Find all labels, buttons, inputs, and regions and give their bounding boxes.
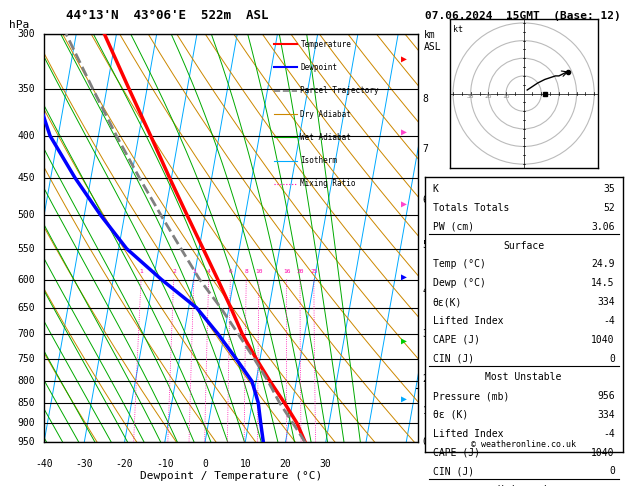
Text: 6: 6 — [228, 269, 232, 274]
Text: 1040: 1040 — [591, 335, 615, 345]
Text: 550: 550 — [17, 243, 35, 254]
Text: 14.5: 14.5 — [591, 278, 615, 288]
Text: 0: 0 — [609, 467, 615, 476]
Text: 4: 4 — [207, 269, 211, 274]
Text: Isotherm: Isotherm — [301, 156, 337, 165]
Text: 07.06.2024  15GMT  (Base: 12): 07.06.2024 15GMT (Base: 12) — [425, 11, 620, 21]
Text: Parcel Trajectory: Parcel Trajectory — [301, 87, 379, 95]
Text: ▶: ▶ — [401, 126, 407, 136]
Text: 8: 8 — [245, 269, 248, 274]
Text: Most Unstable: Most Unstable — [486, 372, 562, 382]
Text: km
ASL: km ASL — [424, 30, 442, 52]
Text: 350: 350 — [17, 84, 35, 94]
Text: 334: 334 — [597, 297, 615, 307]
Text: -4: -4 — [603, 316, 615, 326]
Text: 20: 20 — [280, 459, 291, 469]
Text: -10: -10 — [156, 459, 174, 469]
Text: 20: 20 — [296, 269, 304, 274]
Text: CIN (J): CIN (J) — [433, 467, 474, 476]
Text: 956: 956 — [597, 391, 615, 401]
Text: θε (K): θε (K) — [433, 410, 468, 420]
Text: ▶: ▶ — [401, 394, 407, 403]
Text: 600: 600 — [17, 275, 35, 284]
Text: 500: 500 — [17, 210, 35, 220]
Text: Temp (°C): Temp (°C) — [433, 260, 486, 270]
Text: 1040: 1040 — [591, 448, 615, 458]
Text: LCL: LCL — [423, 383, 438, 393]
Text: 6: 6 — [423, 195, 428, 206]
Text: Mixing Ratio: Mixing Ratio — [301, 179, 356, 189]
Text: Dewpoint / Temperature (°C): Dewpoint / Temperature (°C) — [140, 471, 322, 481]
Text: 450: 450 — [17, 173, 35, 183]
Text: 850: 850 — [17, 398, 35, 408]
Text: ▶: ▶ — [401, 53, 407, 63]
Text: 8: 8 — [423, 94, 428, 104]
Text: Lifted Index: Lifted Index — [433, 316, 503, 326]
Text: 10: 10 — [240, 459, 251, 469]
Text: © weatheronline.co.uk: © weatheronline.co.uk — [471, 440, 576, 449]
Text: 4: 4 — [423, 286, 428, 296]
Text: Dewp (°C): Dewp (°C) — [433, 278, 486, 288]
Text: Totals Totals: Totals Totals — [433, 203, 509, 213]
Text: 3.06: 3.06 — [591, 222, 615, 232]
Text: 750: 750 — [17, 353, 35, 364]
Text: θε(K): θε(K) — [433, 297, 462, 307]
Text: hPa: hPa — [9, 20, 29, 30]
Text: ▶: ▶ — [401, 199, 407, 209]
Text: 10: 10 — [255, 269, 263, 274]
Text: -20: -20 — [116, 459, 133, 469]
Text: 0: 0 — [423, 437, 428, 447]
Text: CIN (J): CIN (J) — [433, 353, 474, 364]
Text: 950: 950 — [17, 437, 35, 447]
Text: 1: 1 — [423, 406, 428, 416]
Text: 16: 16 — [283, 269, 291, 274]
Text: ▶: ▶ — [401, 272, 407, 282]
Text: Dewpoint: Dewpoint — [301, 63, 337, 72]
Text: 400: 400 — [17, 131, 35, 141]
Text: 3: 3 — [423, 329, 428, 339]
Text: 800: 800 — [17, 376, 35, 386]
Text: 5: 5 — [423, 241, 428, 250]
Text: 25: 25 — [310, 269, 318, 274]
Text: 44°13'N  43°06'E  522m  ASL: 44°13'N 43°06'E 522m ASL — [66, 9, 269, 22]
Text: -30: -30 — [75, 459, 93, 469]
Text: 700: 700 — [17, 329, 35, 339]
Text: 1: 1 — [140, 269, 143, 274]
Text: PW (cm): PW (cm) — [433, 222, 474, 232]
Text: 52: 52 — [603, 203, 615, 213]
Text: 0: 0 — [202, 459, 208, 469]
Text: Wet Adiabat: Wet Adiabat — [301, 133, 351, 142]
Text: 0: 0 — [609, 353, 615, 364]
Text: 24.9: 24.9 — [591, 260, 615, 270]
Text: CAPE (J): CAPE (J) — [433, 335, 479, 345]
Text: 650: 650 — [17, 303, 35, 313]
Text: 30: 30 — [467, 94, 474, 99]
Text: 900: 900 — [17, 418, 35, 428]
Text: 35: 35 — [603, 184, 615, 194]
Text: 2: 2 — [423, 374, 428, 384]
Text: Temperature: Temperature — [301, 40, 351, 49]
Text: 20: 20 — [484, 94, 492, 99]
Text: kt: kt — [453, 25, 463, 34]
Text: 300: 300 — [17, 29, 35, 39]
Text: 3: 3 — [192, 269, 196, 274]
Text: 2: 2 — [172, 269, 175, 274]
Text: 10: 10 — [502, 94, 509, 99]
Text: Pressure (mb): Pressure (mb) — [433, 391, 509, 401]
Text: 7: 7 — [423, 144, 428, 154]
Text: 30: 30 — [320, 459, 331, 469]
Text: Hodograph: Hodograph — [497, 485, 550, 486]
Text: CAPE (J): CAPE (J) — [433, 448, 479, 458]
Text: -4: -4 — [603, 429, 615, 439]
Text: Surface: Surface — [503, 241, 544, 251]
Text: 334: 334 — [597, 410, 615, 420]
Text: ▶: ▶ — [401, 335, 407, 345]
Text: Dry Adiabat: Dry Adiabat — [301, 109, 351, 119]
Text: -40: -40 — [35, 459, 53, 469]
Text: Mixing Ratio (g/kg): Mixing Ratio (g/kg) — [447, 208, 457, 310]
Text: K: K — [433, 184, 438, 194]
Text: Lifted Index: Lifted Index — [433, 429, 503, 439]
